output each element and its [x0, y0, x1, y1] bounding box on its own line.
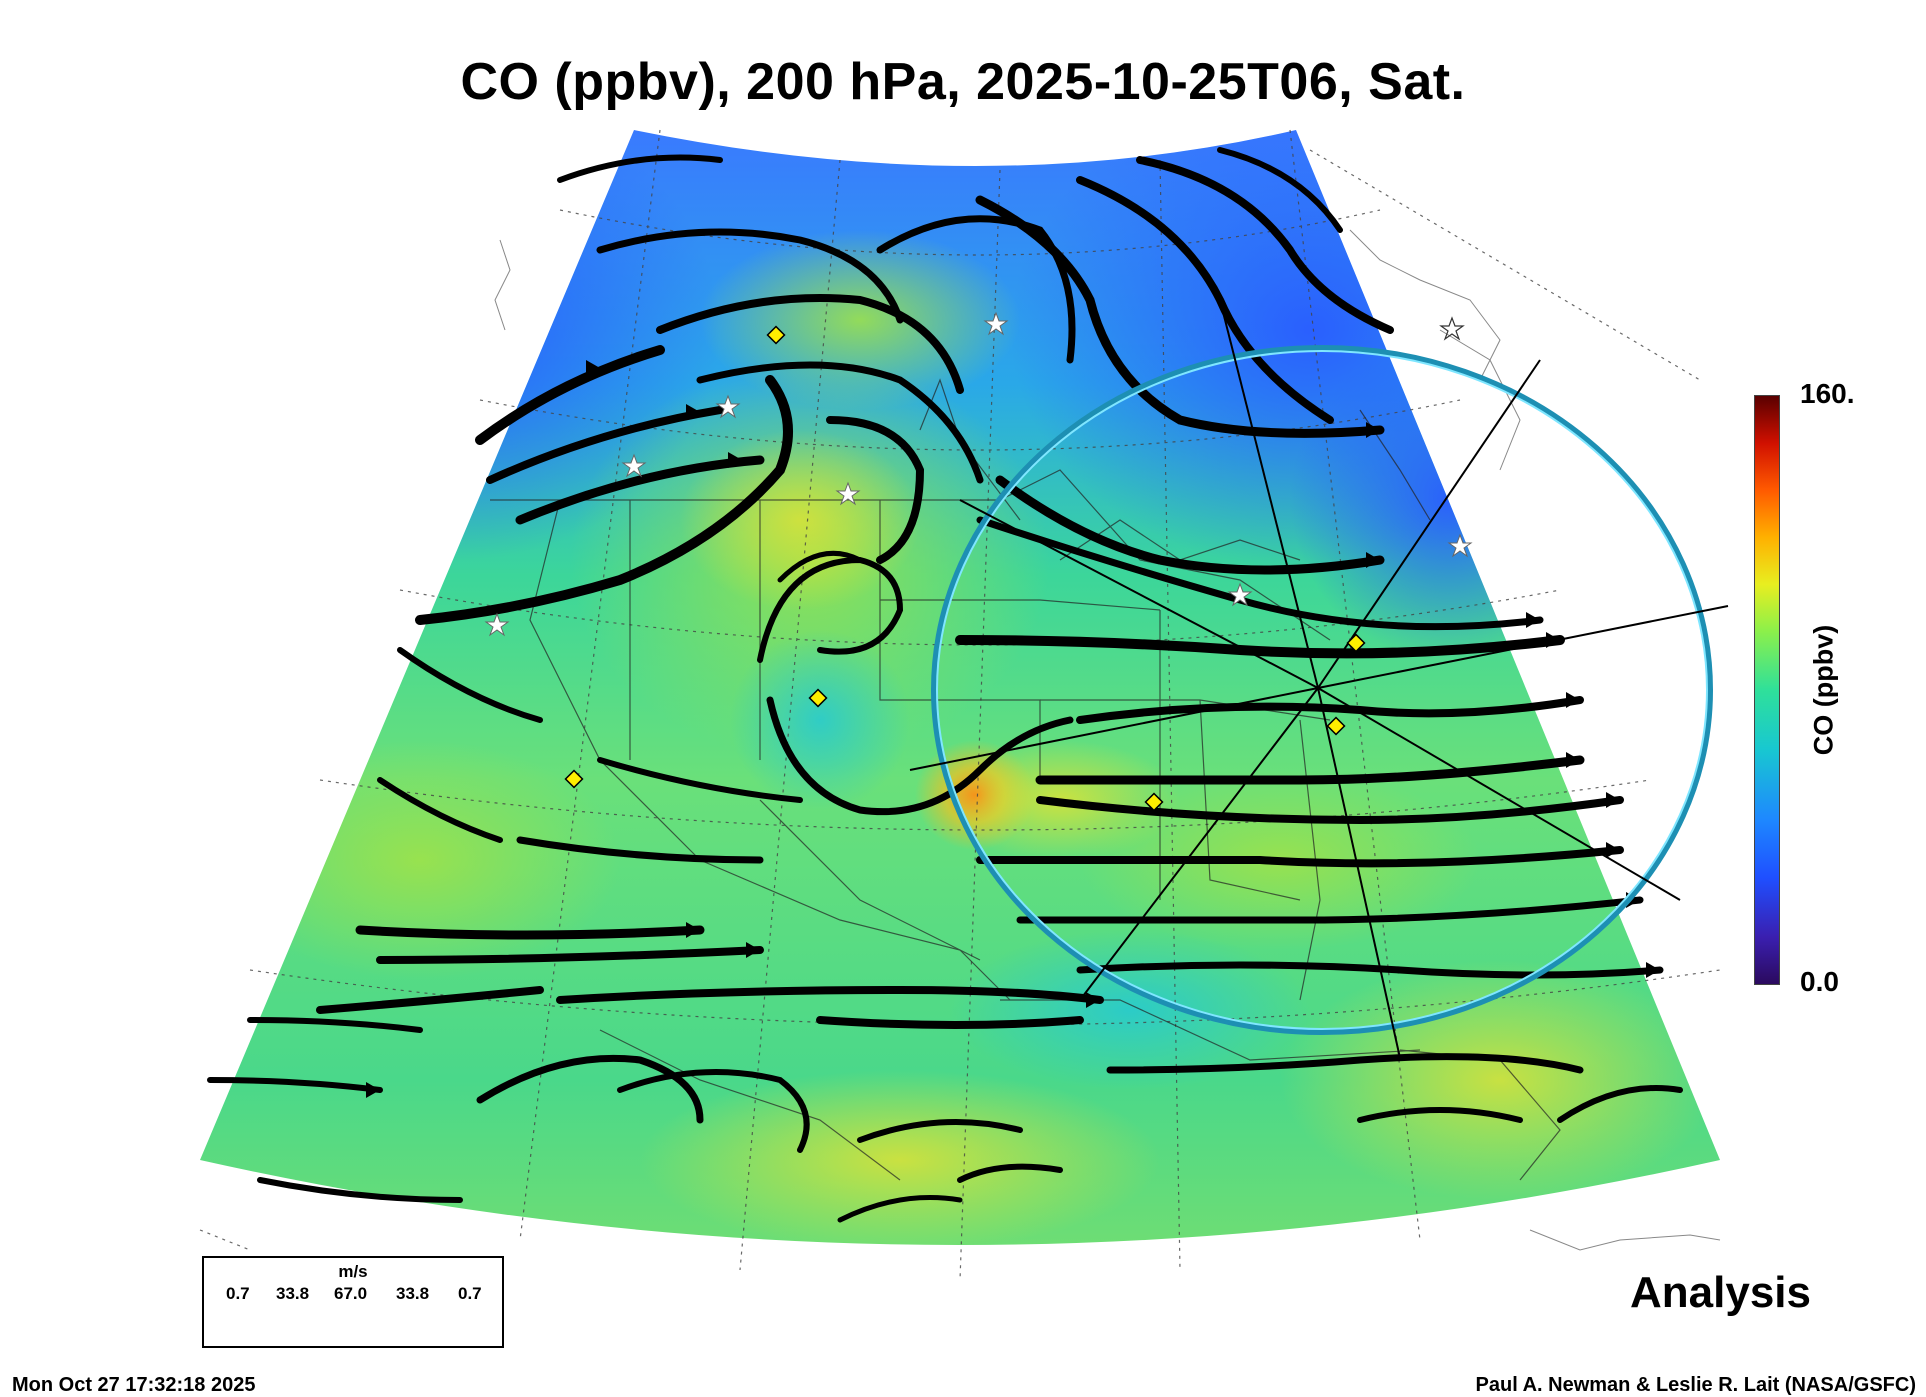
yellow-diamond-markers [564, 325, 1366, 812]
credit: Paul A. Newman & Leslie R. Lait (NASA/GS… [1475, 1374, 1916, 1396]
co-field [200, 130, 1720, 1245]
colorbar-min-label: 0.0 [1800, 966, 1839, 997]
colorbar [1754, 395, 1780, 985]
wind-legend-value: 0.7 [458, 1284, 482, 1303]
wind-streamlines [207, 147, 1683, 1223]
timestamp: Mon Oct 27 17:32:18 2025 [12, 1374, 256, 1396]
white-star-markers [484, 311, 1473, 637]
wind-legend-value: 33.8 [276, 1284, 310, 1303]
hollow-star-marker [1439, 316, 1465, 341]
wind-legend-value: 0.7 [226, 1284, 250, 1303]
wind-legend-value: 33.8 [396, 1284, 430, 1303]
flight-range-overlay [909, 299, 1729, 1059]
colorbar-gradient [1755, 396, 1779, 984]
streamline-arrowheads [366, 360, 1660, 1098]
colorbar-max-label: 160. [1800, 378, 1855, 409]
wind-legend: m/s 0.7 33.8 67.0 33.8 0.7 [202, 1256, 504, 1348]
wind-legend-unit: m/s [338, 1262, 368, 1281]
colorbar-title: CO (ppbv) [1808, 624, 1839, 756]
wind-legend-value: 67.0 [334, 1284, 368, 1303]
map-title: CO (ppbv), 200 hPa, 2025-10-25T06, Sat. [460, 53, 1466, 111]
panel-label: Analysis [1630, 1268, 1811, 1317]
